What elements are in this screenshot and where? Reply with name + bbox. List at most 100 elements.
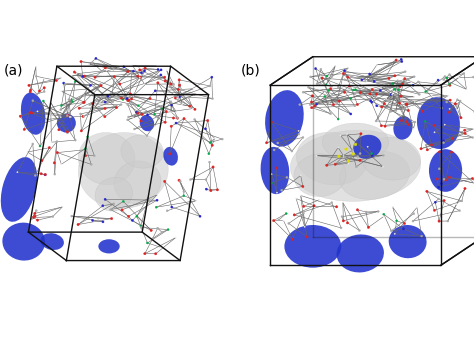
Circle shape — [122, 99, 124, 101]
Circle shape — [464, 187, 466, 190]
Circle shape — [54, 173, 56, 175]
Circle shape — [178, 79, 180, 81]
Circle shape — [324, 95, 326, 98]
Circle shape — [28, 84, 30, 87]
Circle shape — [76, 73, 77, 74]
Circle shape — [380, 124, 383, 127]
Circle shape — [56, 140, 58, 143]
Circle shape — [434, 132, 435, 133]
Circle shape — [313, 205, 315, 207]
Circle shape — [177, 88, 179, 91]
Circle shape — [83, 101, 85, 103]
Circle shape — [100, 93, 101, 95]
Circle shape — [192, 108, 193, 109]
Circle shape — [273, 220, 275, 222]
Circle shape — [342, 220, 345, 222]
Circle shape — [93, 107, 95, 109]
Circle shape — [443, 178, 445, 180]
Circle shape — [370, 100, 372, 102]
Circle shape — [444, 124, 445, 125]
Circle shape — [156, 199, 158, 201]
Circle shape — [139, 77, 140, 78]
Circle shape — [420, 148, 422, 150]
Circle shape — [461, 200, 463, 202]
Circle shape — [332, 103, 335, 106]
Circle shape — [89, 104, 91, 106]
Circle shape — [97, 217, 99, 219]
Circle shape — [104, 116, 106, 118]
Circle shape — [454, 103, 456, 105]
Circle shape — [457, 103, 459, 105]
Circle shape — [17, 172, 18, 173]
Circle shape — [107, 95, 109, 97]
Circle shape — [473, 129, 474, 130]
Circle shape — [390, 230, 392, 232]
Circle shape — [58, 129, 60, 131]
Circle shape — [438, 151, 441, 153]
Circle shape — [361, 79, 363, 81]
Circle shape — [442, 140, 445, 142]
Circle shape — [42, 100, 44, 102]
Ellipse shape — [362, 137, 420, 180]
Circle shape — [104, 198, 106, 201]
Circle shape — [66, 131, 69, 133]
Circle shape — [300, 195, 301, 196]
Circle shape — [170, 125, 173, 128]
Circle shape — [354, 143, 357, 146]
Circle shape — [395, 109, 397, 112]
Circle shape — [302, 91, 304, 93]
Circle shape — [342, 87, 343, 89]
Circle shape — [43, 87, 46, 89]
Circle shape — [443, 199, 445, 202]
Circle shape — [400, 58, 402, 60]
Circle shape — [298, 130, 299, 132]
Circle shape — [209, 142, 211, 144]
Circle shape — [92, 108, 95, 110]
Circle shape — [375, 93, 378, 95]
Circle shape — [63, 82, 65, 84]
Circle shape — [299, 104, 301, 106]
Ellipse shape — [114, 161, 161, 204]
Circle shape — [399, 85, 401, 88]
Circle shape — [379, 89, 381, 92]
Circle shape — [413, 76, 415, 78]
Circle shape — [39, 145, 41, 147]
Circle shape — [301, 185, 304, 188]
Circle shape — [71, 215, 73, 217]
Circle shape — [445, 179, 447, 181]
Circle shape — [306, 236, 308, 238]
Circle shape — [324, 90, 326, 91]
Circle shape — [34, 212, 36, 214]
Circle shape — [183, 195, 185, 197]
Circle shape — [433, 209, 436, 211]
Circle shape — [30, 112, 33, 114]
Ellipse shape — [393, 116, 412, 139]
Circle shape — [132, 117, 133, 118]
Circle shape — [122, 201, 124, 202]
Circle shape — [390, 110, 392, 113]
Circle shape — [196, 200, 197, 201]
Ellipse shape — [121, 135, 164, 168]
Circle shape — [156, 65, 157, 66]
Circle shape — [61, 91, 62, 92]
Circle shape — [55, 79, 57, 81]
Circle shape — [50, 114, 51, 115]
Circle shape — [275, 167, 277, 169]
Circle shape — [160, 74, 162, 76]
Circle shape — [371, 89, 374, 91]
Circle shape — [343, 91, 346, 93]
Circle shape — [438, 168, 440, 170]
Circle shape — [443, 142, 445, 144]
Ellipse shape — [57, 114, 76, 133]
Circle shape — [128, 99, 130, 101]
Circle shape — [104, 107, 106, 110]
Circle shape — [448, 83, 450, 85]
Circle shape — [353, 89, 355, 91]
Circle shape — [357, 155, 359, 158]
Circle shape — [395, 59, 397, 61]
Circle shape — [472, 136, 474, 138]
Circle shape — [127, 104, 129, 106]
Circle shape — [373, 80, 375, 83]
Ellipse shape — [99, 239, 119, 253]
Circle shape — [27, 151, 28, 153]
